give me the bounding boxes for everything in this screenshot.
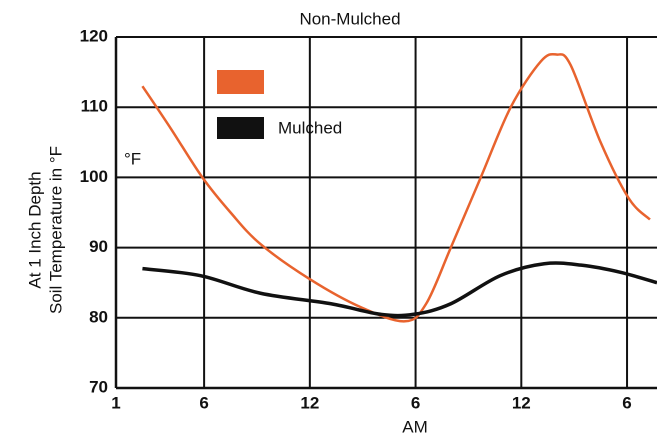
x-tick-label: 12 bbox=[512, 393, 531, 412]
x-tick-label: 6 bbox=[622, 393, 631, 412]
legend-swatch bbox=[217, 70, 264, 94]
x-axis-label: AM bbox=[402, 417, 428, 436]
unit-annotation: °F bbox=[124, 149, 141, 168]
y-tick-label: 110 bbox=[81, 97, 108, 116]
x-tick-label: 6 bbox=[199, 393, 208, 412]
x-tick-label: 6 bbox=[411, 393, 420, 412]
x-tick-label: 12 bbox=[300, 393, 319, 412]
y-tick-label: 90 bbox=[89, 237, 108, 256]
y-axis-label: Soil Temperature in °F bbox=[46, 146, 65, 314]
y-tick-label: 70 bbox=[89, 377, 108, 396]
y-axis-label: At 1 Inch Depth bbox=[25, 171, 44, 288]
x-tick-label: 1 bbox=[111, 393, 120, 412]
data-line bbox=[142, 261, 657, 318]
legend-swatch bbox=[217, 117, 264, 139]
data-line bbox=[141, 52, 651, 323]
y-tick-label: 80 bbox=[89, 307, 108, 326]
legend-label: Mulched bbox=[278, 118, 342, 137]
legend-label: Non-Mulched bbox=[299, 9, 400, 28]
y-tick-label: 100 bbox=[80, 167, 108, 186]
y-tick-label: 120 bbox=[80, 26, 108, 45]
